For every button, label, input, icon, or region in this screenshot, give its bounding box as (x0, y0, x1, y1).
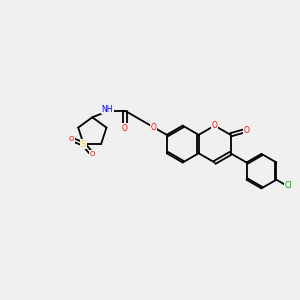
Text: O: O (69, 136, 74, 142)
Text: O: O (122, 124, 128, 133)
Text: O: O (150, 123, 156, 132)
Text: O: O (243, 126, 249, 135)
Text: O: O (212, 121, 218, 130)
Text: Cl: Cl (284, 181, 292, 190)
Text: S: S (81, 140, 86, 149)
Text: O: O (89, 151, 94, 157)
Text: NH: NH (101, 105, 113, 114)
